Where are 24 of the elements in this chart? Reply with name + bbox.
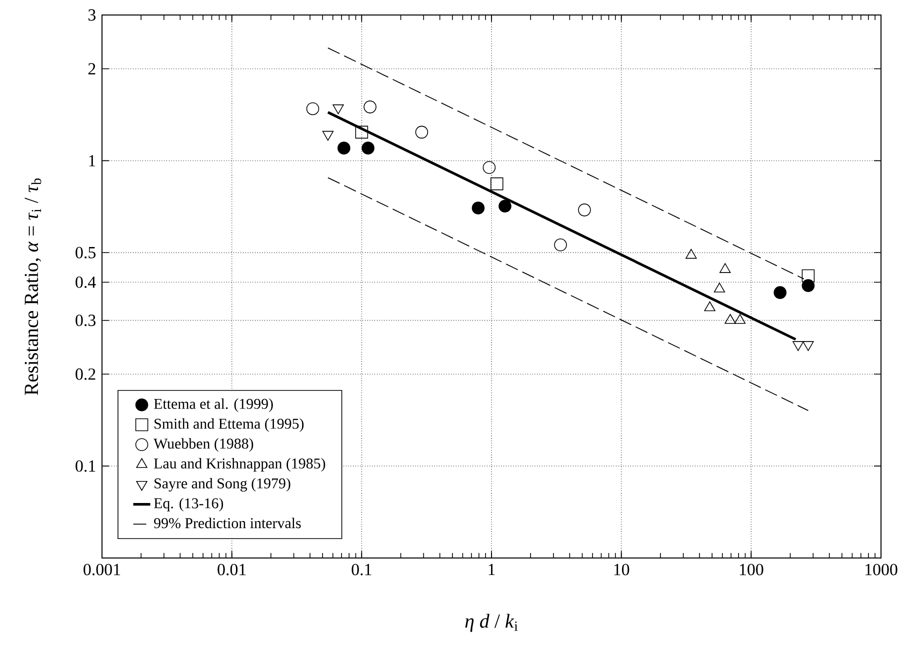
- y-tick-label: 0.3: [76, 314, 96, 326]
- y-tick-label: 0.4: [76, 276, 96, 288]
- legend-label: Ettema et al. (1999): [154, 398, 273, 412]
- y-tick-label: 3: [88, 9, 96, 21]
- x-tick-label: 100: [740, 564, 764, 576]
- x-tick-label: 0.1: [352, 564, 372, 576]
- legend-label: 99% Prediction intervals: [154, 518, 301, 528]
- y-tick-label: 0.1: [76, 460, 96, 472]
- y-tick-label: 2: [88, 63, 96, 74]
- y-tick-label: 0.2: [76, 368, 96, 380]
- legend-label: Smith and Ettema (1995): [154, 418, 304, 432]
- y-tick-label: 0.5: [76, 246, 96, 258]
- x-tick-label: 1000: [866, 564, 898, 576]
- x-tick-label: 1: [488, 564, 495, 576]
- x-tick-label: 0.01: [218, 564, 246, 576]
- x-tick-label: 10: [614, 564, 630, 576]
- y-axis-title: Resistance Ratio, α = τ$_{i}$ / τ$_{b}$: [24, 178, 42, 395]
- legend-label: Sayre and Song (1979): [154, 478, 290, 492]
- legend-label: Eq. (13-16): [154, 498, 224, 512]
- x-tick-label: 0.001: [84, 564, 120, 576]
- legend-label: Lau and Krishnappan (1985): [154, 458, 326, 472]
- x-axis-title: η d / k$_{i}$: [465, 614, 518, 632]
- y-tick-label: 1: [89, 155, 96, 166]
- legend-label: Wuebben (1988): [154, 438, 254, 452]
